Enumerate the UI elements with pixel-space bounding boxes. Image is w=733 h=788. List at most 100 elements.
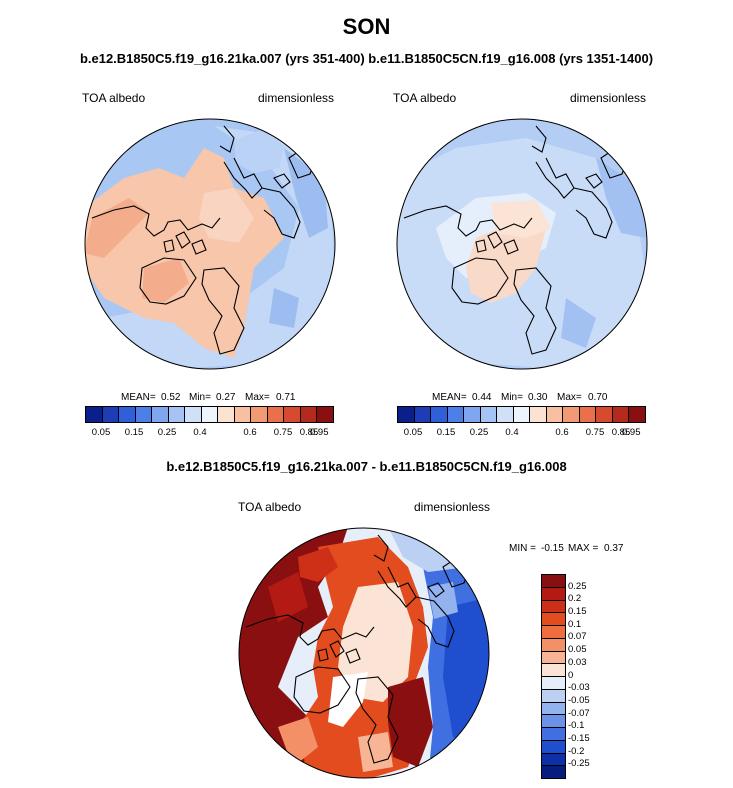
diff-min-value: -0.15 [541, 543, 564, 554]
colorbar-swatch [612, 407, 630, 422]
left-max-label: Max= [245, 392, 270, 403]
colorbar-swatch [542, 753, 565, 767]
colorbar-swatch [201, 407, 219, 422]
diff-colorbar-tick: 0 [568, 669, 574, 681]
diff-colorbar-tick: -0.2 [568, 745, 585, 757]
colorbar-swatch [542, 575, 565, 588]
colorbar-swatch [497, 407, 514, 422]
colorbar-swatch [542, 728, 565, 741]
right-mean-label: MEAN= [432, 392, 467, 403]
right-colorbar-tick: 0.05 [403, 427, 423, 438]
cases-subtitle: b.e12.B1850C5.f19_g16.21ka.007 (yrs 351-… [79, 51, 654, 66]
right-max-value: 0.70 [588, 392, 608, 403]
colorbar-swatch [596, 407, 613, 422]
colorbar-swatch [579, 407, 597, 422]
colorbar-swatch [218, 407, 235, 422]
colorbar-swatch [414, 407, 432, 422]
colorbar-swatch [300, 407, 318, 422]
diff-colorbar-tick: -0.15 [568, 732, 590, 744]
diff-colorbar-tick: -0.25 [568, 758, 590, 770]
left-colorbar [85, 406, 334, 423]
right-max-label: Max= [557, 392, 582, 403]
left-max-value: 0.71 [276, 392, 296, 403]
right-colorbar-tick: 0.4 [505, 427, 519, 438]
left-colorbar-tick: 0.85 [299, 427, 319, 438]
right-min-label: Min= [501, 392, 523, 403]
colorbar-swatch [317, 407, 333, 422]
right-colorbar-tick: 0.15 [436, 427, 456, 438]
right-variable-label: TOA albedo [393, 91, 457, 105]
colorbar-swatch [546, 407, 564, 422]
colorbar-swatch [284, 407, 301, 422]
right-colorbar-tick: 0.6 [555, 427, 569, 438]
diff-colorbar-tick: 0.05 [568, 644, 587, 656]
colorbar-swatch [542, 715, 565, 728]
left-polar-map [84, 118, 336, 370]
colorbar-swatch [629, 407, 645, 422]
colorbar-swatch [542, 702, 565, 716]
colorbar-swatch [542, 677, 565, 690]
left-min-value: 0.27 [216, 392, 236, 403]
diff-min-label: MIN = [509, 543, 536, 554]
right-min-value: 0.30 [528, 392, 548, 403]
colorbar-swatch [513, 407, 531, 422]
diff-variable-label: TOA albedo [238, 500, 302, 514]
left-colorbar-tick: 0.05 [91, 427, 111, 438]
colorbar-swatch [135, 407, 153, 422]
colorbar-swatch [102, 407, 120, 422]
colorbar-swatch [431, 407, 448, 422]
diff-colorbar-tick: 0.03 [568, 656, 587, 668]
left-colorbar-tick-last: 0.95 [310, 427, 329, 438]
right-colorbar [397, 406, 646, 423]
colorbar-swatch [542, 638, 565, 652]
difference-title: b.e12.B1850C5.f19_g16.21ka.007 - b.e11.B… [166, 459, 567, 474]
colorbar-swatch [542, 664, 565, 677]
left-colorbar-tick: 0.15 [124, 427, 144, 438]
diff-units-label: dimensionless [414, 500, 491, 514]
colorbar-swatch [152, 407, 169, 422]
colorbar-swatch [542, 587, 565, 601]
right-units-label: dimensionless [570, 91, 647, 105]
right-colorbar-tick-last: 0.95 [622, 427, 641, 438]
diff-colorbar-tick: 0.1 [568, 618, 582, 630]
colorbar-swatch [542, 766, 565, 778]
right-colorbar-tick: 0.85 [611, 427, 631, 438]
colorbar-swatch [563, 407, 580, 422]
colorbar-swatch [398, 407, 415, 422]
left-colorbar-tick: 0.4 [193, 427, 207, 438]
diff-colorbar-tick: 0.07 [568, 631, 587, 643]
colorbar-swatch [119, 407, 136, 422]
diff-max-value: 0.37 [604, 543, 624, 554]
colorbar-swatch [542, 740, 565, 754]
left-mean-value: 0.52 [161, 392, 181, 403]
diff-colorbar-tick: 0.2 [568, 593, 582, 605]
left-colorbar-tick: 0.6 [243, 427, 257, 438]
diff-max-label: MAX = [568, 543, 599, 554]
colorbar-swatch [185, 407, 202, 422]
colorbar-swatch [251, 407, 268, 422]
colorbar-swatch [542, 600, 565, 614]
left-mean-label: MEAN= [121, 392, 156, 403]
colorbar-swatch [267, 407, 285, 422]
diff-colorbar-tick: -0.1 [568, 720, 585, 732]
colorbar-swatch [480, 407, 498, 422]
colorbar-swatch [542, 689, 565, 703]
left-min-label: Min= [189, 392, 211, 403]
colorbar-swatch [447, 407, 465, 422]
diff-colorbar [541, 574, 566, 779]
right-colorbar-tick: 0.75 [585, 427, 605, 438]
diff-polar-map [238, 527, 490, 779]
left-units-label: dimensionless [258, 91, 335, 105]
left-variable-label: TOA albedo [82, 91, 146, 105]
left-colorbar-tick: 0.25 [157, 427, 177, 438]
diff-colorbar-tick: -0.03 [568, 682, 590, 694]
diff-colorbar-tick: -0.05 [568, 694, 590, 706]
colorbar-swatch [168, 407, 186, 422]
colorbar-swatch [542, 651, 565, 665]
right-polar-map [396, 118, 648, 370]
diff-colorbar-tick: 0.25 [568, 580, 587, 592]
colorbar-swatch [86, 407, 103, 422]
colorbar-swatch [530, 407, 547, 422]
colorbar-swatch [542, 613, 565, 626]
left-colorbar-tick: 0.75 [273, 427, 293, 438]
